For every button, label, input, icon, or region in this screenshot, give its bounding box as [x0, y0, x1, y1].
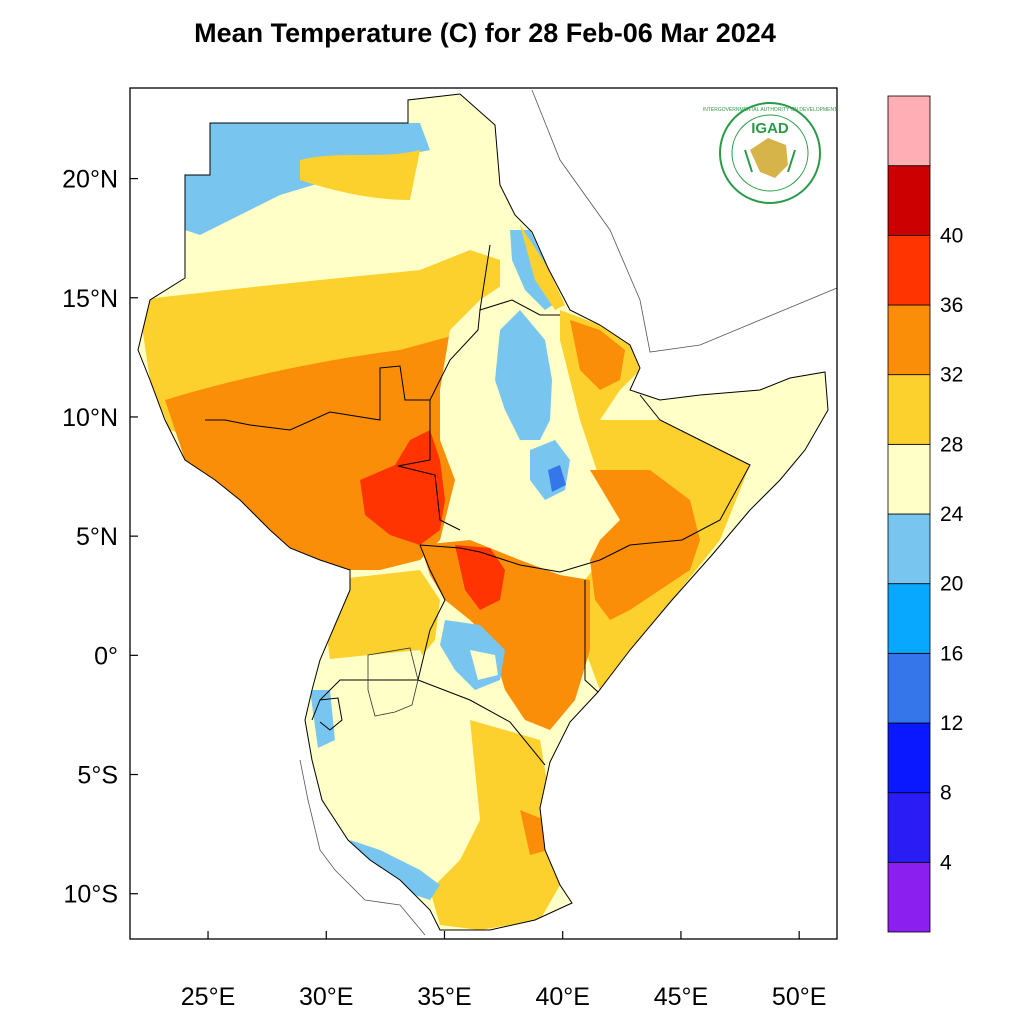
colorbar-swatch	[887, 513, 931, 585]
x-tick-label: 40°E	[535, 983, 589, 1011]
y-tick-label: 0°	[94, 642, 118, 670]
y-tick-label: 5°N	[76, 523, 118, 551]
y-tick-label: 5°S	[77, 762, 118, 790]
chart-title: Mean Temperature (C) for 28 Feb-06 Mar 2…	[194, 18, 776, 48]
colorbar-swatch	[887, 861, 931, 933]
colorbar-label: 36	[940, 294, 963, 317]
colorbar-label: 8	[940, 782, 952, 805]
x-tick-label: 50°E	[772, 983, 826, 1011]
y-tick-label: 20°N	[62, 166, 118, 194]
y-tick-label: 10°N	[62, 404, 118, 432]
colorbar-label: 16	[940, 642, 963, 665]
colorbar-swatch	[887, 165, 931, 236]
logo-text: IGAD	[751, 120, 789, 137]
x-tick-label: 30°E	[299, 983, 353, 1011]
colorbar-label: 40	[940, 224, 963, 247]
y-tick-label: 10°S	[64, 881, 118, 909]
colorbar-swatch	[887, 234, 931, 306]
colorbar-label: 24	[940, 503, 964, 526]
colorbar-swatch	[887, 374, 931, 445]
colorbar-label: 32	[940, 364, 963, 387]
country-borders	[137, 93, 829, 931]
outside-border-line	[299, 759, 426, 936]
outside-border-line	[531, 89, 838, 353]
colorbar-swatch	[887, 583, 931, 654]
x-axis: 25°E 30°E 35°E 40°E 45°E 50°E	[181, 931, 826, 1011]
colorbar-swatch	[887, 443, 931, 515]
colorbar-label: 12	[940, 712, 963, 735]
colorbar-label: 4	[940, 851, 952, 874]
igad-logo: IGAD INTERGOVERNMENTAL AUTHORITY ON DEVE…	[703, 102, 837, 204]
colorbar-label: 28	[940, 433, 963, 456]
x-tick-label: 35°E	[417, 983, 471, 1011]
colorbar: 4 8 12 16 20 24 28 32 36 40	[887, 95, 964, 933]
colorbar-label: 20	[940, 573, 963, 596]
x-tick-label: 25°E	[181, 983, 235, 1011]
colorbar-swatch	[887, 722, 931, 794]
y-tick-label: 15°N	[62, 285, 118, 313]
y-axis: 20°N 15°N 10°N 5°N 0° 5°S 10°S	[62, 166, 138, 909]
x-tick-label: 45°E	[654, 983, 708, 1011]
map-frame	[129, 87, 838, 940]
logo-ring-text: INTERGOVERNMENTAL AUTHORITY ON DEVELOPME…	[703, 107, 837, 113]
colorbar-swatch	[887, 95, 931, 167]
colorbar-swatch	[887, 652, 931, 724]
colorbar-swatch	[887, 792, 931, 863]
colorbar-swatch	[887, 304, 931, 376]
